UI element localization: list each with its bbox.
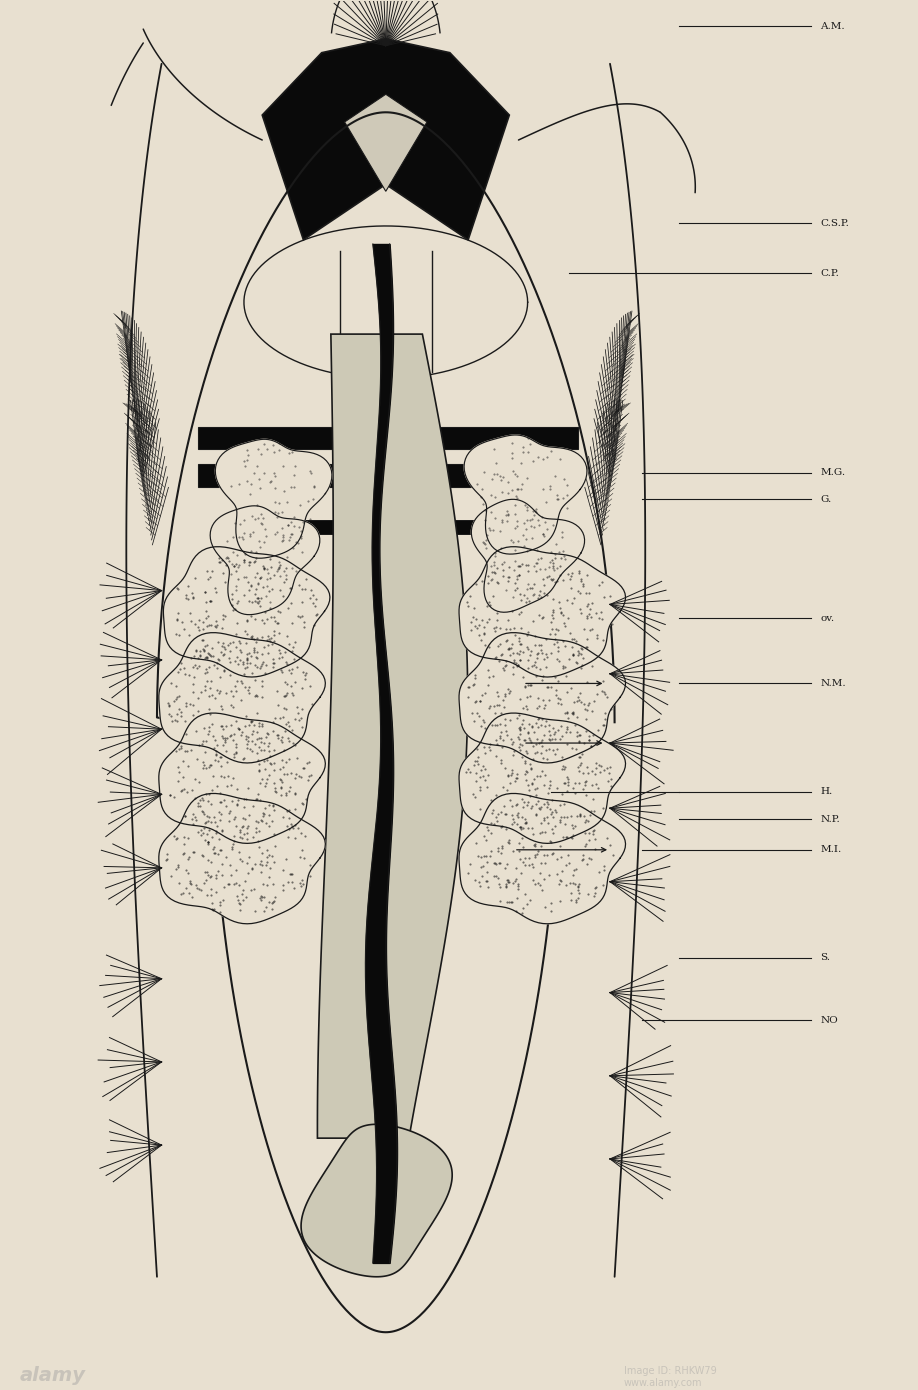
Polygon shape <box>263 39 509 240</box>
Bar <box>198 427 578 449</box>
Text: Image ID: RHKW79: Image ID: RHKW79 <box>623 1366 716 1376</box>
Polygon shape <box>301 1125 453 1277</box>
Bar <box>364 418 393 485</box>
Polygon shape <box>459 794 625 924</box>
Polygon shape <box>216 439 332 559</box>
Text: A.M.: A.M. <box>821 22 845 31</box>
Polygon shape <box>159 794 325 924</box>
Ellipse shape <box>358 726 404 770</box>
Polygon shape <box>465 435 587 555</box>
Text: N.P.: N.P. <box>821 815 840 824</box>
Text: ov.: ov. <box>821 614 834 623</box>
Text: alamy: alamy <box>19 1366 85 1384</box>
Text: C.P.: C.P. <box>821 268 839 278</box>
Bar <box>226 520 519 534</box>
Polygon shape <box>344 95 427 192</box>
Text: S.: S. <box>821 954 831 962</box>
Text: N.M.: N.M. <box>821 678 846 688</box>
Polygon shape <box>210 506 319 614</box>
Polygon shape <box>318 334 467 1138</box>
Bar <box>198 464 578 486</box>
Polygon shape <box>459 546 625 677</box>
Text: M.I.: M.I. <box>821 845 842 855</box>
Text: M.G.: M.G. <box>821 468 845 477</box>
Text: www.alamy.com: www.alamy.com <box>623 1379 702 1389</box>
Text: NO: NO <box>821 1016 838 1024</box>
Text: H.: H. <box>821 787 833 796</box>
Polygon shape <box>159 632 325 763</box>
Polygon shape <box>459 713 625 844</box>
Text: G.: G. <box>821 495 832 503</box>
Polygon shape <box>159 713 325 844</box>
Polygon shape <box>471 499 585 612</box>
Polygon shape <box>459 632 625 763</box>
Polygon shape <box>163 546 330 677</box>
Text: C.S.P.: C.S.P. <box>821 218 849 228</box>
